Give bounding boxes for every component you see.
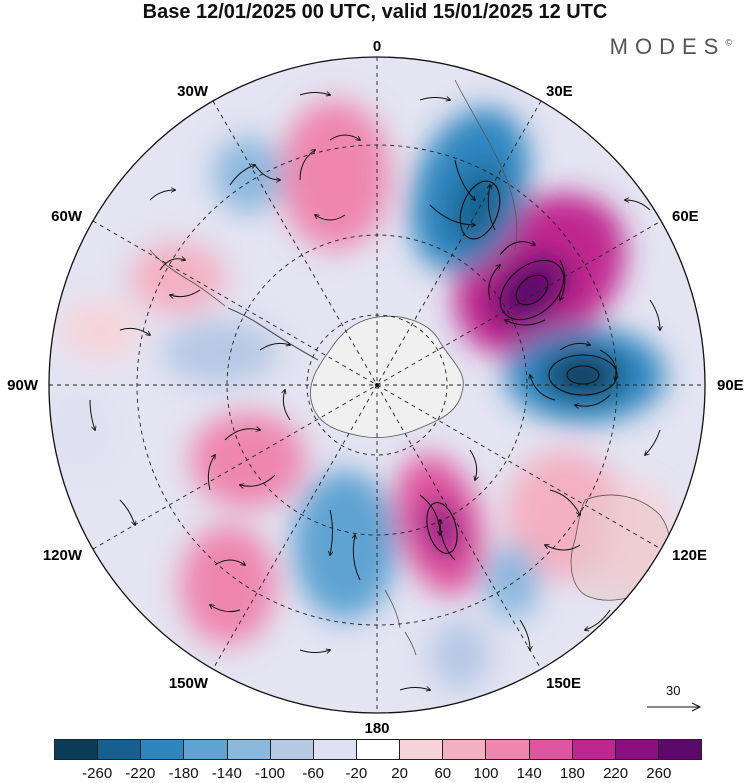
- colorbar-tick-label: 60: [434, 765, 452, 782]
- colorbar-segment: [184, 740, 228, 759]
- colorbar-tick-label: 180: [559, 765, 585, 782]
- colorbar-segment: [400, 740, 444, 759]
- colorbar-tick-label: -100: [254, 765, 286, 782]
- contour-lines: [426, 180, 618, 554]
- colorbar-segment: [55, 740, 99, 759]
- reference-vector-arrow: [647, 702, 702, 712]
- anomaly-field: [49, 57, 705, 713]
- polar-map: 0 30E 60E 90E 120E 150E 180 150W 120W 90…: [7, 38, 744, 735]
- lon-label-120w: 120W: [43, 547, 83, 564]
- south-america-coast: [149, 249, 226, 307]
- map-title: Base 12/01/2025 00 UTC, valid 15/01/2025…: [142, 1, 608, 23]
- lon-label-90e: 90E: [717, 377, 744, 394]
- colorbar-tick-label: -180: [168, 765, 199, 782]
- lon-label-60w: 60W: [51, 208, 83, 225]
- pole-marker: [375, 383, 379, 387]
- colorbar-tick-label: -60: [302, 765, 325, 782]
- new-zealand-coast: [384, 589, 417, 656]
- wind-vectors: [89, 93, 660, 691]
- colorbar-tick-label: -260: [82, 765, 113, 782]
- colorbar-segment: [443, 740, 487, 759]
- lon-label-60e: 60E: [672, 208, 699, 225]
- map-boundary: [48, 56, 706, 714]
- reference-vector-label: 30: [666, 683, 681, 698]
- colorbar-segment: [98, 740, 142, 759]
- modes-logo: MODES©: [609, 34, 732, 59]
- colorbar-tick-label: 140: [516, 765, 542, 782]
- antarctica-landmass: [310, 315, 464, 438]
- colorbar-tick-label: -220: [125, 765, 156, 782]
- antarctic-peninsula: [227, 307, 319, 361]
- colorbar-tick-label: 20: [391, 765, 408, 782]
- lon-label-120e: 120E: [672, 547, 707, 564]
- australia-landmass: [570, 494, 671, 601]
- colorbar-tick-label: 100: [473, 765, 499, 782]
- colorbar-ticks: -260 -220 -180 -140 -100 -60 -20 20 60 100 140 180 2…: [54, 765, 702, 783]
- colorbar-tick-label: 260: [646, 765, 672, 782]
- colorbar-tick-label: 220: [603, 765, 629, 782]
- colorbar-segment: [529, 740, 573, 759]
- colorbar-segment: [270, 740, 314, 759]
- lon-label-0: 0: [373, 38, 381, 55]
- lon-label-90w: 90W: [7, 377, 39, 394]
- colorbar-segment: [227, 740, 271, 759]
- africa-coast: [454, 79, 518, 251]
- colorbar: [54, 739, 702, 760]
- colorbar-segment: [313, 740, 357, 759]
- colorbar-segment: [356, 740, 401, 759]
- colorbar-segment: [615, 740, 659, 759]
- colorbar-segment: [658, 740, 702, 759]
- colorbar-tick-label: -20: [345, 765, 368, 782]
- colorbar-segment: [486, 740, 530, 759]
- lon-label-30e: 30E: [546, 83, 573, 100]
- lon-label-150w: 150W: [169, 675, 209, 692]
- lon-label-150e: 150E: [546, 675, 581, 692]
- lon-label-180: 180: [364, 720, 389, 735]
- colorbar-tick-label: -140: [211, 765, 242, 782]
- colorbar-segment: [141, 740, 185, 759]
- colorbar-segment: [572, 740, 616, 759]
- lon-label-30w: 30W: [177, 83, 209, 100]
